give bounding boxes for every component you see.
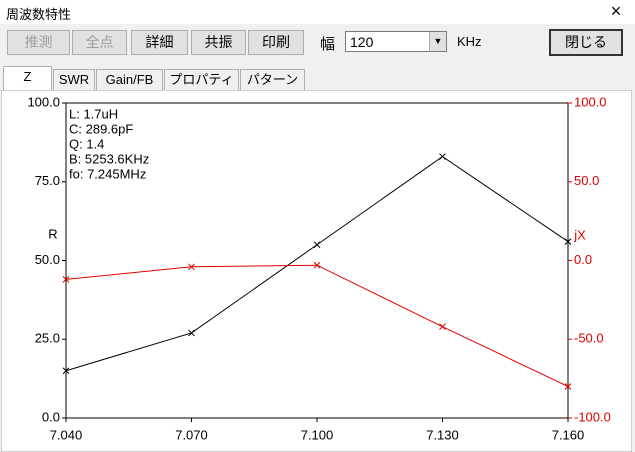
x-tick-label: 7.100 — [301, 427, 334, 442]
tab[interactable]: パターン — [240, 69, 305, 90]
tab[interactable]: Gain/FB — [96, 69, 163, 90]
point-marker — [62, 367, 70, 375]
point-marker — [188, 329, 195, 337]
close-button[interactable]: 閉じる — [549, 29, 623, 56]
point-marker — [439, 153, 446, 160]
tab[interactable]: プロパティ — [164, 69, 239, 90]
x-tick-label: 7.130 — [426, 427, 459, 442]
y-tick-label: 25.0 — [35, 331, 60, 346]
button[interactable]: 印刷 — [248, 30, 304, 55]
y-tick-label: 100.0 — [27, 94, 60, 109]
unit: KHz — [457, 34, 482, 49]
annotation: B: 5253.6KHz — [69, 151, 149, 166]
point-marker — [62, 276, 70, 283]
annotation: Q: 1.4 — [69, 136, 104, 151]
y2-tick-label: 0.0 — [574, 252, 592, 267]
y2-tick-label: -100.0 — [574, 409, 611, 424]
point-marker — [564, 238, 572, 245]
x-tick-label: 7.160 — [552, 427, 585, 442]
tab-active[interactable]: Z — [3, 66, 52, 90]
y-axis-label: R — [48, 226, 57, 241]
combo[interactable]: 120 ▼ — [345, 31, 447, 52]
point-marker — [313, 261, 321, 269]
width-label: 幅 — [320, 36, 336, 53]
x-tick-label: 7.040 — [50, 427, 83, 442]
point-marker — [188, 263, 195, 271]
point-marker — [313, 241, 321, 249]
y2-axis-label: jX — [573, 227, 586, 242]
annotation: fo: 7.245MHz — [69, 166, 146, 181]
button[interactable]: 全点 — [72, 30, 127, 55]
point-marker — [564, 383, 572, 390]
y-tick-label: 75.0 — [35, 173, 60, 188]
annotation: C: 289.6pF — [69, 121, 133, 136]
chart: 0.0 25.0 50.0 75.0 100.0 -100.0 -50.0 0.0 50.0 10… — [1, 90, 632, 452]
y-tick-label: 50.0 — [35, 252, 60, 267]
combo-arrow[interactable]: ▼ — [429, 32, 446, 51]
x-tick-label: 7.070 — [175, 427, 208, 442]
button[interactable]: 詳細 — [131, 30, 188, 55]
y2-tick-label: 50.0 — [574, 173, 599, 188]
y-tick-label: 0.0 — [42, 409, 60, 424]
button[interactable]: 共振 — [191, 30, 246, 55]
title-bar — [0, 0, 635, 24]
y2-tick-label: 100.0 — [574, 94, 607, 109]
point-marker — [439, 323, 446, 331]
chart-bg — [1, 90, 632, 452]
y2-tick-label: -50.0 — [574, 331, 604, 346]
window-title: 周波数特性 — [6, 7, 72, 22]
annotation: L: 1.7uH — [69, 106, 118, 121]
tab[interactable]: SWR — [53, 69, 95, 90]
button[interactable]: 推測 — [7, 30, 70, 55]
combo-value: 120 — [350, 34, 374, 50]
close-x[interactable]: × — [610, 1, 622, 21]
